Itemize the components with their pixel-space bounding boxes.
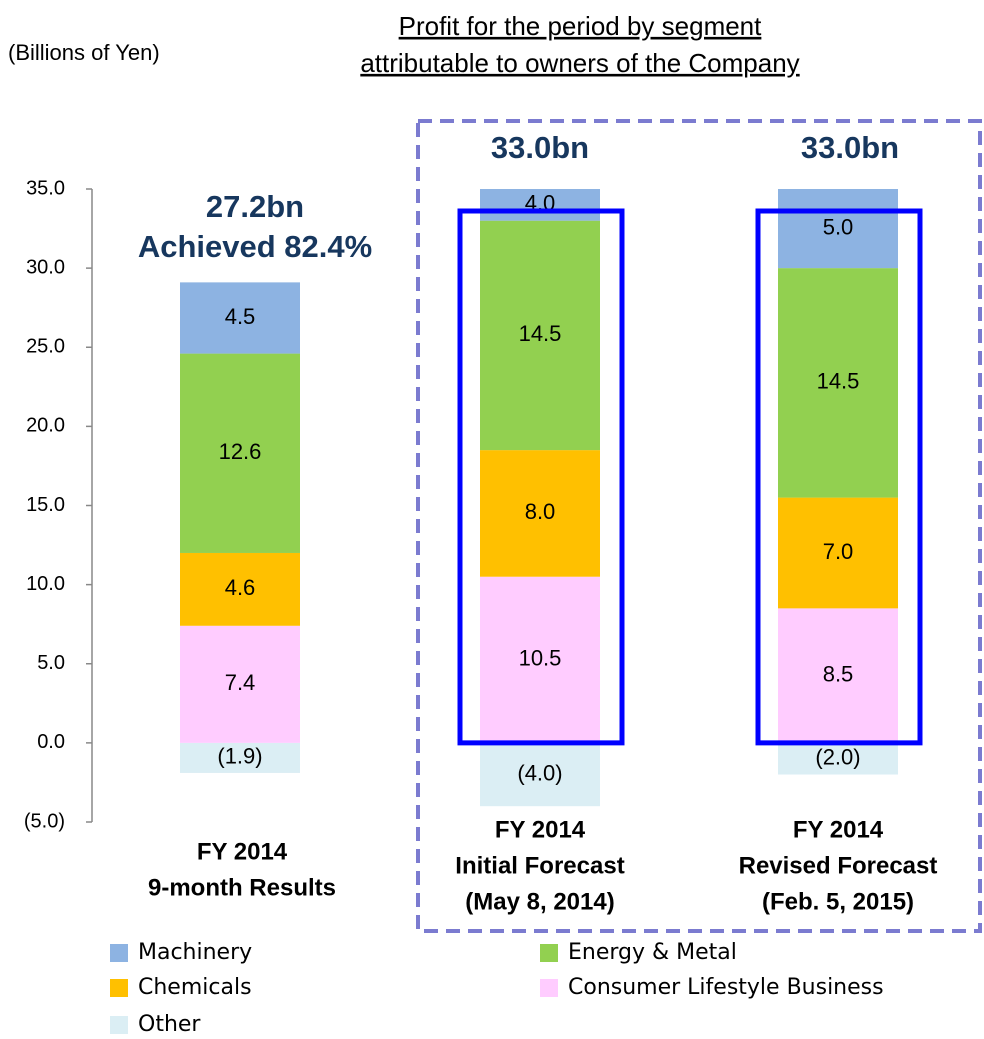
x-tick-label: FY 2014	[495, 816, 586, 843]
bar-segment	[480, 576, 600, 743]
y-tick-label: (5.0)	[24, 810, 65, 832]
legend-label: Machinery	[138, 940, 252, 965]
bar-segment	[480, 450, 600, 577]
annotation: 27.2bn	[206, 189, 304, 224]
data-label: (4.0)	[517, 760, 562, 785]
legend-swatch	[540, 944, 558, 962]
data-label: 7.0	[823, 539, 854, 564]
data-label: (2.0)	[815, 745, 860, 770]
y-tick-label: 0.0	[37, 731, 65, 753]
bar-segment	[778, 742, 898, 775]
x-tick-label: (Feb. 5, 2015)	[762, 888, 914, 915]
data-label: 8.0	[525, 499, 556, 524]
legend-swatch	[110, 1016, 128, 1034]
highlight-box	[457, 208, 625, 746]
bar-segment	[180, 625, 300, 743]
legend-label: Energy & Metal	[568, 940, 737, 965]
legend-swatch	[540, 979, 558, 997]
annotation: 33.0bn	[801, 130, 899, 165]
chart-title: Profit for the period by segment	[399, 11, 763, 41]
data-label: 8.5	[823, 661, 854, 686]
forecast-frame	[416, 119, 982, 933]
x-tick-label: (May 8, 2014)	[465, 888, 614, 915]
x-tick-label: 9-month Results	[148, 874, 336, 901]
chart-title: attributable to owners of the Company	[360, 48, 799, 78]
legend-label: Consumer Lifestyle Business	[568, 975, 884, 1000]
bar-segment	[180, 282, 300, 354]
y-tick-label: 30.0	[26, 256, 65, 278]
data-label: 5.0	[823, 214, 854, 239]
data-label: 10.5	[519, 646, 562, 671]
bar-segment	[180, 353, 300, 553]
bar-segment	[778, 189, 898, 269]
data-label: 7.4	[225, 670, 256, 695]
data-label: 14.5	[519, 321, 562, 346]
bar-segment	[480, 742, 600, 807]
annotation: 33.0bn	[491, 130, 589, 165]
y-tick-label: 25.0	[26, 336, 65, 358]
bar-segment	[778, 497, 898, 609]
data-label: 12.6	[219, 439, 262, 464]
bar-segment	[480, 189, 600, 221]
bar-segment	[480, 220, 600, 451]
y-tick-label: 5.0	[37, 652, 65, 674]
legend-swatch	[110, 944, 128, 962]
y-tick-label: 15.0	[26, 494, 65, 516]
axis-label: (Billions of Yen)	[8, 40, 160, 65]
y-tick-label: 35.0	[26, 177, 65, 199]
bar-segment	[180, 742, 300, 773]
y-tick-label: 20.0	[26, 415, 65, 437]
bar-segment	[778, 608, 898, 743]
x-tick-label: FY 2014	[793, 816, 884, 843]
legend-swatch	[110, 979, 128, 997]
legend-label: Chemicals	[138, 975, 252, 1000]
legend-label: Other	[138, 1012, 201, 1037]
x-tick-label: Initial Forecast	[455, 852, 624, 879]
bar-segment	[180, 552, 300, 626]
annotation: Achieved 82.4%	[138, 229, 372, 264]
x-tick-label: Revised Forecast	[739, 852, 938, 879]
highlight-box	[755, 208, 923, 746]
data-label: 4.5	[225, 304, 256, 329]
x-tick-label: FY 2014	[197, 838, 288, 865]
data-label: 14.5	[817, 369, 860, 394]
y-tick-label: 10.0	[26, 573, 65, 595]
data-label: 4.6	[225, 575, 256, 600]
bars	[180, 189, 898, 807]
data-label: (1.9)	[217, 744, 262, 769]
bar-segment	[778, 268, 898, 498]
